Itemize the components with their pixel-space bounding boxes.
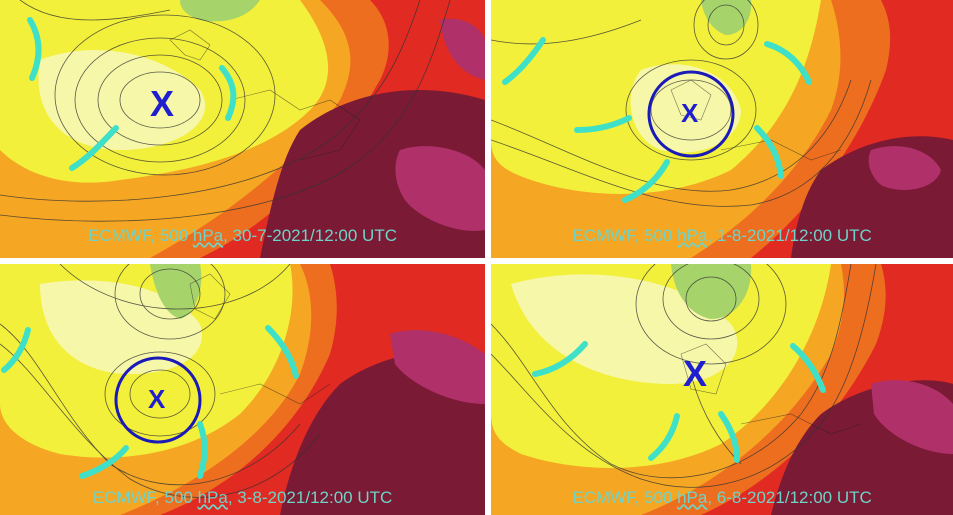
panel-caption: ECMWF, 500 hPa, 3-8-2021/12:00 UTC xyxy=(92,488,393,507)
map-background xyxy=(0,264,485,515)
panel-caption: ECMWF, 500 hPa, 30-7-2021/12:00 UTC xyxy=(88,226,397,245)
trough-line-5 xyxy=(754,125,784,179)
trough-line-2 xyxy=(574,115,632,133)
map-panel-3: X ECMWF, 500 hPa, 3-8-2021/12:00 UTC xyxy=(0,264,485,515)
trough-line-1 xyxy=(1,327,31,373)
trough-line-2 xyxy=(79,445,129,479)
map-background xyxy=(491,264,953,515)
trough-line-3 xyxy=(69,125,119,171)
trough-line-4 xyxy=(265,325,299,379)
trough-line-3 xyxy=(197,421,208,479)
low-center-circle xyxy=(647,70,735,158)
trough-lines xyxy=(27,17,237,171)
low-center-marker: X xyxy=(148,384,166,414)
trough-line-4 xyxy=(764,41,812,85)
trough-line-3 xyxy=(718,411,740,463)
trough-line-3 xyxy=(622,159,670,203)
map-panel-4: X ECMWF, 500 hPa, 6-8-2021/12:00 UTC xyxy=(491,264,953,515)
low-center-marker: X xyxy=(681,98,699,128)
low-center-marker: X xyxy=(150,83,175,124)
trough-line-2 xyxy=(648,413,680,461)
trough-line-1 xyxy=(27,17,42,81)
trough-line-2 xyxy=(219,65,237,121)
low-center-marker: X xyxy=(683,353,708,394)
trough-lines xyxy=(502,37,812,203)
trough-line-1 xyxy=(532,341,588,377)
trough-line-4 xyxy=(790,343,826,393)
low-center-circle xyxy=(114,356,202,444)
map-background xyxy=(491,0,953,258)
trough-lines xyxy=(1,325,299,479)
trough-lines xyxy=(532,341,826,463)
map-panel-1: X ECMWF, 500 hPa, 30-7-2021/12:00 UTC xyxy=(0,0,485,258)
map-background xyxy=(0,0,485,258)
trough-line-1 xyxy=(502,37,546,85)
panel-caption: ECMWF, 500 hPa, 6-8-2021/12:00 UTC xyxy=(572,488,872,507)
map-panel-2: X ECMWF, 500 hPa, 1-8-2021/12:00 UTC xyxy=(491,0,953,258)
panel-caption: ECMWF, 500 hPa, 1-8-2021/12:00 UTC xyxy=(572,226,872,245)
